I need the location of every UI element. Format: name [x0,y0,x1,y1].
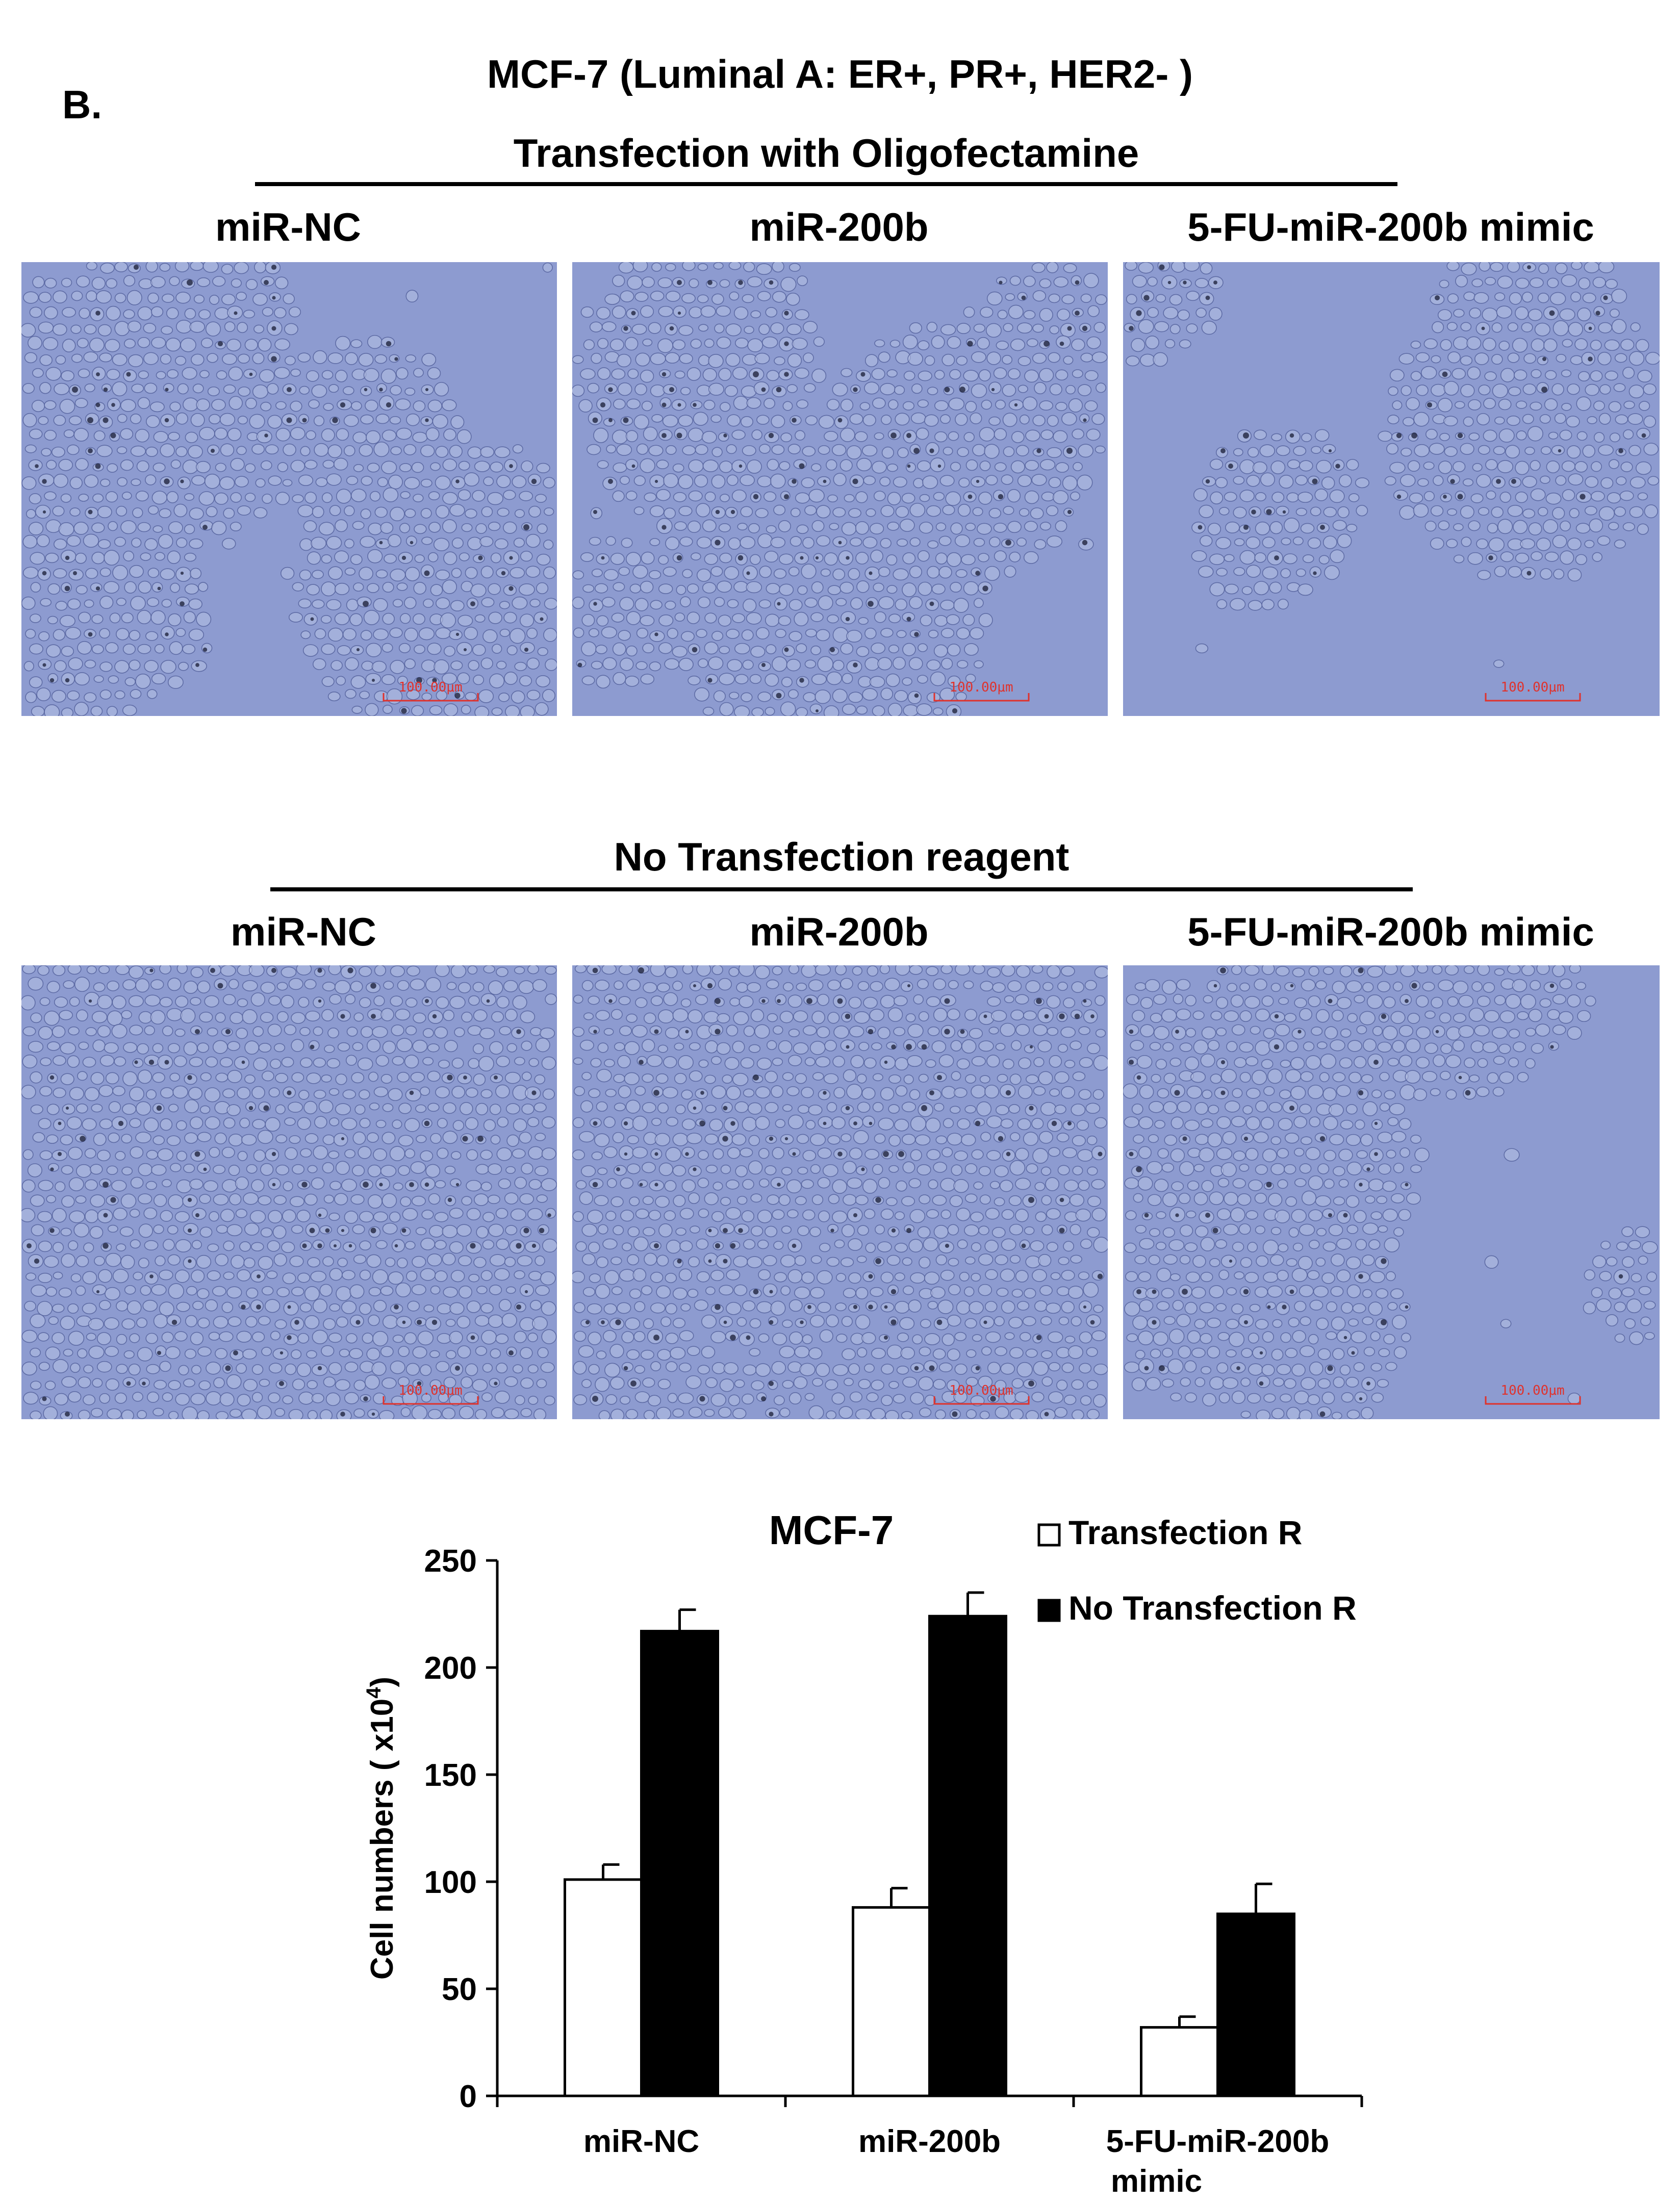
bar [1216,1912,1295,2097]
scale-bar: 100.00μm [933,1383,1030,1405]
section2-heading: No Transfection reagent [614,834,1070,879]
scale-bar-label: 100.00μm [1500,680,1564,695]
section2-label-5fu-mimic: 5-FU-miR-200b mimic [1187,909,1594,954]
panel-letter: B. [62,82,102,127]
bar [1140,2026,1219,2097]
micrograph-no-transfection-mir200b: 100.00μm [572,965,1108,1419]
chart-title: MCF-7 [769,1507,894,1553]
legend-swatch [1037,1599,1061,1622]
y-tick-label: 250 [424,1544,477,1579]
micrograph-transfection-mir200b: 100.00μm [572,262,1108,716]
scale-bar: 100.00μm [1485,1383,1581,1405]
cell-number-bar-chart: MCF-7 0 50 100 150 200 250 Cell numbers ( x104)… [363,1507,1363,2199]
legend-swatch [1037,1523,1061,1547]
section1-label-mir200b: miR-200b [749,204,929,249]
bar [640,1630,719,2097]
scale-bar-label: 100.00μm [398,680,462,695]
micrograph-no-transfection-5fu-mimic: 100.00μm [1123,965,1660,1419]
section2-rule [270,887,1413,891]
scale-bar-label: 100.00μm [1500,1383,1564,1398]
bar [852,1906,931,2097]
scale-bar-label: 100.00μm [949,680,1013,695]
y-axis-label: Cell numbers ( x104) [363,1677,400,1980]
micrograph-no-transfection-mirnc: 100.00μm [21,965,557,1419]
section1-rule [255,182,1397,186]
scale-bar-label: 100.00μm [398,1383,462,1398]
x-tick-label: miR-NC [583,2124,699,2159]
scale-bar: 100.00μm [383,1383,479,1405]
bar [928,1614,1007,2097]
x-tick-label: 5-FU-miR-200b mimic [1106,2124,1330,2199]
scale-bar-label: 100.00μm [949,1383,1013,1398]
y-tick-label: 100 [424,1865,477,1900]
scale-bar: 100.00μm [1485,680,1581,702]
section1-heading: Transfection with Oligofectamine [513,131,1139,175]
micrograph-transfection-5fu-mimic: 100.00μm [1123,262,1660,716]
section1-label-mirnc: miR-NC [215,204,361,249]
figure-title: MCF-7 (Luminal A: ER+, PR+, HER2- ) [487,52,1193,96]
x-tick-label: miR-200b [858,2124,1001,2159]
y-tick-label: 150 [424,1758,477,1793]
bar [564,1878,643,2097]
y-tick-label: 200 [424,1651,477,1686]
legend-label: Transfection R [1068,1514,1302,1551]
y-tick-label: 50 [442,1972,477,2007]
micrograph-transfection-mirnc: 100.00μm [21,262,557,716]
scale-bar: 100.00μm [933,680,1030,702]
section2-label-mir200b: miR-200b [749,909,929,954]
legend-label: No Transfection R [1068,1589,1357,1627]
section1-label-5fu-mimic: 5-FU-miR-200b mimic [1187,204,1594,249]
section2-label-mirnc: miR-NC [231,909,376,954]
y-tick-label: 0 [460,2079,477,2114]
scale-bar: 100.00μm [383,680,479,702]
